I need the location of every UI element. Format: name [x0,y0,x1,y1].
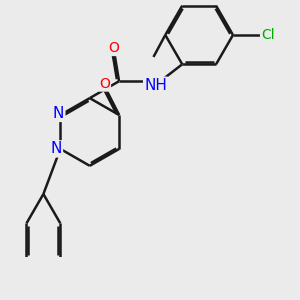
Text: O: O [109,41,119,55]
Text: N: N [53,106,64,121]
Text: Cl: Cl [261,28,275,42]
Text: N: N [51,141,62,156]
Text: O: O [99,76,110,91]
Text: NH: NH [144,78,167,93]
